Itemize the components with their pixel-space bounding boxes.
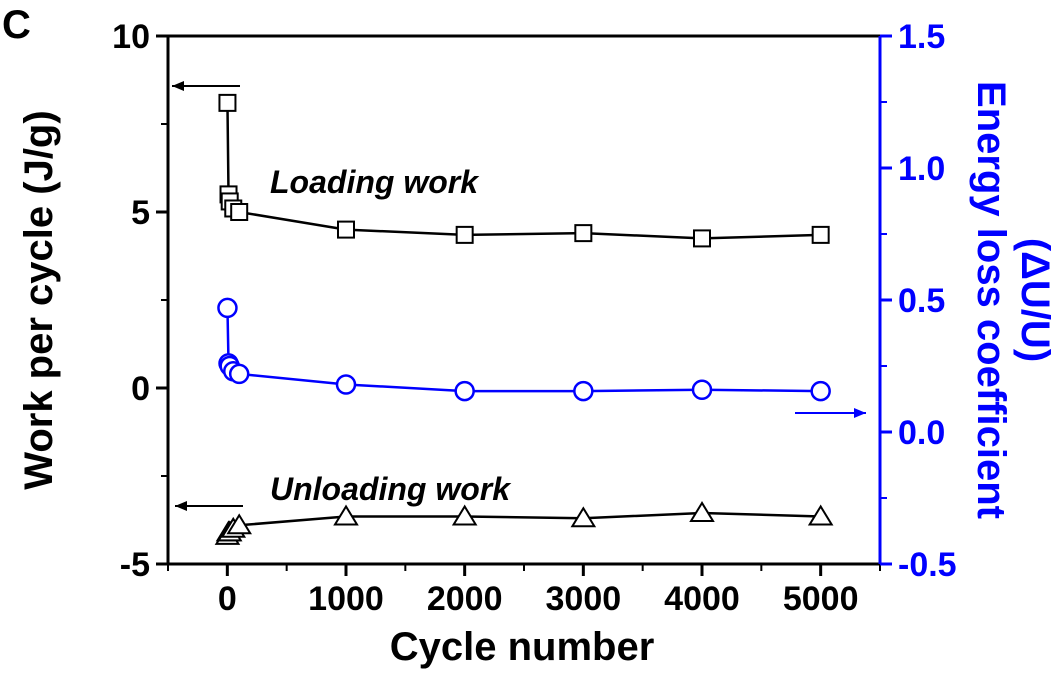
annotation-loading-work: Loading work: [270, 164, 480, 200]
triangle-series-line: [226, 511, 821, 537]
y-left-tick-label: 10: [112, 18, 150, 56]
square-marker: [455, 225, 474, 244]
y-right-tick-label: 0.5: [898, 282, 945, 320]
triangle-marker: [333, 504, 359, 526]
y-right-axis-title-line1: Energy loss coefficient: [969, 81, 1013, 519]
left-axis-arrow-unloading-head: [175, 501, 187, 511]
y-left-tick-label: -5: [120, 546, 150, 584]
triangle-marker: [451, 504, 478, 526]
series-layer: [214, 93, 834, 545]
circle-marker: [691, 379, 713, 401]
square-marker: [693, 229, 711, 248]
axis-arrows: [172, 81, 866, 511]
square-marker: [811, 225, 830, 244]
circle-marker: [573, 380, 594, 402]
y-left-axis-title: Work per cycle (J/g): [17, 110, 61, 489]
y-right-axis-title-line2: (ΔU/U): [1013, 238, 1057, 362]
y-left-tick-label: 5: [131, 194, 150, 232]
x-axis-title: Cycle number: [390, 625, 655, 669]
triangle-marker: [226, 513, 252, 535]
x-tick-label: 0: [218, 580, 237, 618]
panel-label: C: [2, 3, 31, 47]
triangle-marker: [807, 504, 834, 526]
circle-marker: [454, 380, 475, 402]
x-tick-label: 1000: [308, 580, 384, 618]
y-right-tick-label: 1.5: [898, 18, 945, 56]
annotation-unloading-work: Unloading work: [270, 471, 512, 507]
y-right-tick-label: 0.0: [898, 414, 945, 452]
circle-marker: [335, 374, 357, 395]
circle-series-line: [226, 307, 821, 393]
y-right-tick-label: 1.0: [898, 150, 945, 188]
triangle-marker: [570, 506, 597, 528]
right-axis-arrow-head: [854, 408, 866, 418]
square-marker: [337, 220, 355, 239]
circle-marker: [217, 297, 238, 319]
x-tick-label: 3000: [546, 580, 622, 618]
y-right-tick-label: -0.5: [898, 546, 957, 584]
circle-marker: [228, 363, 250, 385]
square-marker: [218, 93, 237, 112]
circle-marker: [810, 380, 831, 402]
y-left-tick-label: 0: [131, 370, 150, 408]
square-marker: [574, 224, 593, 243]
x-tick-label: 4000: [664, 580, 740, 618]
axis-ticks: 0 1000 2000 3000 4000 5000 -5 0 5 10 -0.5 0.0 0.5 1.0…: [112, 18, 956, 618]
x-tick-label: 5000: [783, 580, 859, 618]
x-tick-label: 2000: [427, 580, 503, 618]
left-axis-arrow-loading-head: [172, 81, 184, 91]
triangle-marker: [689, 501, 715, 522]
square-marker: [230, 203, 249, 221]
